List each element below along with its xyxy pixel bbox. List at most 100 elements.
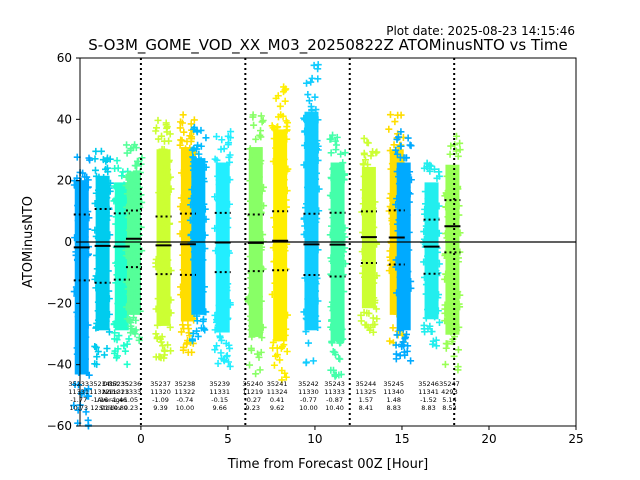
orbit-stat-text: 9.66 [212,404,226,412]
y-tick-label: −20 [47,296,72,310]
x-tick-label: 25 [568,432,583,446]
orbit-stat-text: 1.48 [387,396,401,404]
orbit-stat-text: 1.05 [124,396,138,404]
orbit-stat-text: 11320 [150,388,171,396]
orbit-stat-text: 35239 [209,380,230,388]
orbit-points [441,132,464,374]
orbit-stat-text: 10.73 [69,404,88,412]
chart-title: S-O3M_GOME_VOD_XX_M03_20250822Z ATOMinus… [88,36,567,55]
orbit-stat-text: 11333 [121,388,142,396]
legend-header-text: Orbit [102,380,119,388]
orbit-stat-text: 10.80 [109,404,128,412]
orbit-stat-text: -1.77 [70,396,87,404]
x-tick-label: 5 [224,432,232,446]
orbit-cloud-4 [152,116,175,362]
orbit-stat-text: 5.14 [442,396,456,404]
orbit-stat-text: -1.46 [110,396,127,404]
legend-header-text: Nobs [102,388,119,396]
orbit-points [326,131,349,380]
orbit-points [152,116,175,362]
y-tick-label: −60 [47,419,72,433]
orbit-stat-text: 10.00 [299,404,318,412]
orbit-points [122,141,146,344]
orbit-stat-text: 9.23 [124,404,138,412]
orbit-stat-text: 0.41 [270,396,284,404]
y-tick-label: 40 [57,112,72,126]
orbit-core [191,158,206,315]
orbit-stat-text: 35245 [383,380,404,388]
orbit-stat-text: 35237 [150,380,171,388]
orbit-stat-text: 11323 [108,388,129,396]
orbit-cloud-3 [122,141,146,344]
orbit-stat-text: -1.52 [420,396,437,404]
orbit-stat-text: 10.40 [325,404,344,412]
orbit-stat-text: 11325 [356,388,377,396]
orbit-stat-text: 11333 [324,388,345,396]
orbit-stat-text: 11322 [175,388,196,396]
orbit-stat-text: 10.00 [176,404,195,412]
orbit-stat-text: 35243 [324,380,345,388]
orbit-stat-text: 11330 [298,388,319,396]
plot-date: Plot date: 2025-08-23 14:15:46 [386,24,575,38]
orbit-stats-table: 3523311331-1.7710.733523411322-1.2612.01… [68,380,459,412]
orbit-points [392,128,415,365]
orbit-stat-text: 11341 [418,388,439,396]
legend-header-text: Stddev [99,404,122,412]
orbit-stat-text: -0.87 [326,396,343,404]
orbit-points [357,134,381,336]
orbit-stat-text: 35235 [108,380,129,388]
orbit-stat-text: -0.15 [211,396,228,404]
orbit-stat-text: 8.83 [387,404,401,412]
orbit-stat-text: 35246 [418,380,439,388]
orbit-stat-text: -1.09 [152,396,169,404]
orbit-stat-text: -0.27 [244,396,261,404]
orbit-stat-text: 11324 [267,388,288,396]
y-tick-label: 0 [64,235,72,249]
orbit-stat-text: 11219 [242,388,263,396]
orbit-cloud-1 [91,147,114,368]
orbit-stat-text: 12.01 [90,404,109,412]
orbit-cloud-15 [420,159,443,350]
y-tick-label: 20 [57,174,72,188]
orbit-stat-text: 35240 [242,380,263,388]
scatter-clouds [70,61,464,430]
orbit-stat-text: 8.41 [359,404,373,412]
orbit-stat-text: 9.23 [246,404,260,412]
orbit-points [211,128,235,370]
orbit-stat-text: 35236 [121,380,142,388]
orbit-stat-text: 9.39 [153,404,167,412]
y-tick-label: 60 [57,51,72,65]
orbit-points [91,147,114,368]
y-axis: −60 −40 −20 0 20 40 60 [47,51,80,433]
orbit-stat-text: 35247 [439,380,460,388]
x-tick-label: 15 [394,432,409,446]
x-axis-label: Time from Forecast 00Z [Hour] [227,457,429,472]
orbit-points [268,83,292,384]
orbit-cloud-11 [326,131,349,380]
forecast-boundaries [139,58,456,426]
orbit-stat-text: 8.53 [442,404,456,412]
orbit-stat-text: 35238 [175,380,196,388]
orbit-stat-text: -1.26 [91,396,108,404]
orbit-cloud-14 [392,128,415,365]
orbit-points [244,111,268,378]
orbit-stat-text: 4293 [441,388,458,396]
x-tick-label: 0 [137,432,145,446]
orbit-cloud-7 [211,128,235,370]
orbit-stat-text: 35242 [298,380,319,388]
orbit-cloud-8 [244,111,268,378]
orbit-cloud-6 [186,123,210,345]
y-tick-label: −40 [47,358,72,372]
x-axis: 0 5 10 15 20 25 [137,426,584,446]
orbit-stat-text: 11331 [68,388,89,396]
orbit-points [300,61,323,367]
y-axis-label: ATOMinusNTO [21,196,36,288]
orbit-stat-text: 35234 [89,380,110,388]
orbit-stat-text: 11322 [89,388,110,396]
orbit-stat-text: 35244 [356,380,377,388]
orbit-stat-text: 11340 [383,388,404,396]
orbit-stat-text: 35241 [267,380,288,388]
orbit-cloud-16 [441,132,464,374]
legend-header-text: Average [97,396,124,404]
orbit-stat-text: 1.57 [359,396,373,404]
